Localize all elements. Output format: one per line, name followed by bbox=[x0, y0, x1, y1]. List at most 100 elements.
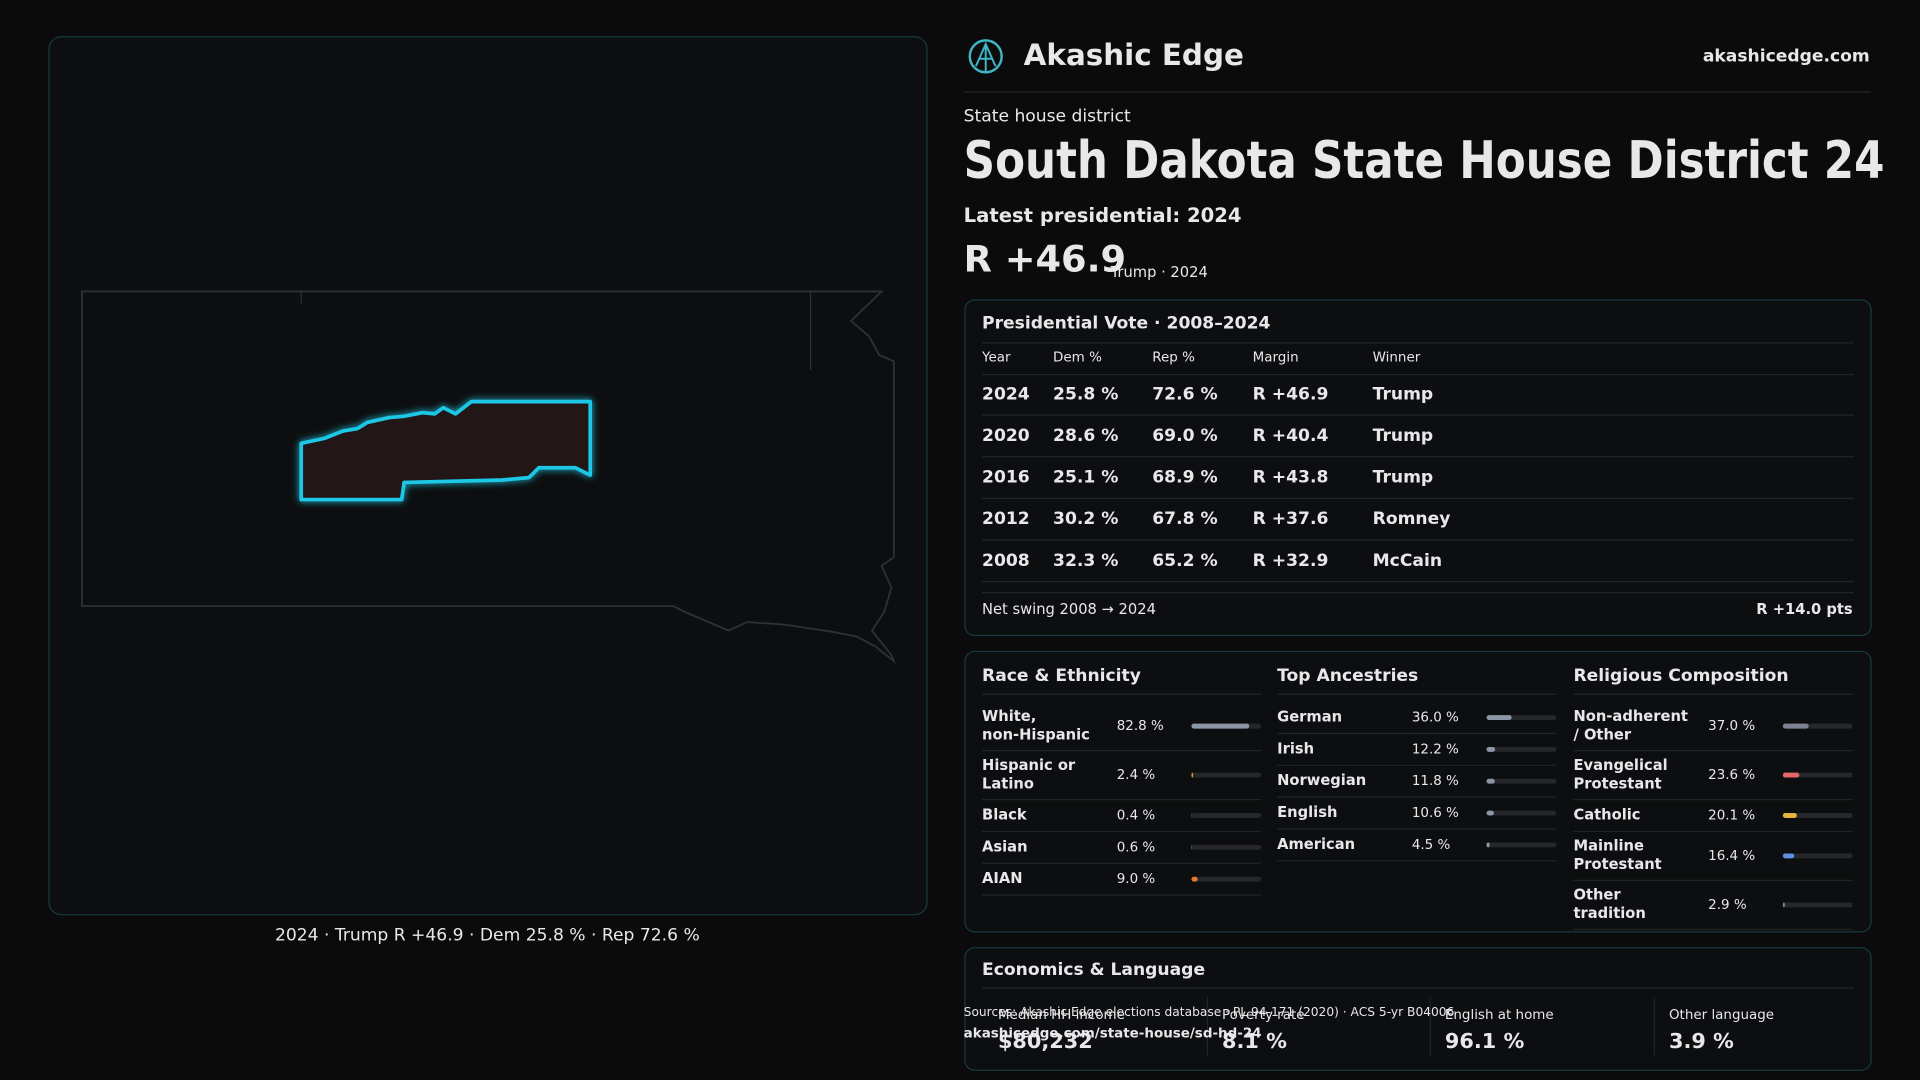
stat-value: 8.1 % bbox=[1222, 1029, 1287, 1053]
bar bbox=[1486, 810, 1494, 816]
bar-track bbox=[1782, 772, 1853, 778]
page-url[interactable]: akashicedge.com/state-house/sd-hd-24 bbox=[964, 1026, 1262, 1041]
vote-card bbox=[964, 299, 1872, 637]
table-cell: 32.3 % bbox=[1053, 551, 1118, 571]
column-header: Margin bbox=[1253, 351, 1299, 366]
bar-track bbox=[1191, 772, 1262, 778]
card-title: Economics & Language bbox=[982, 960, 1205, 980]
bar-track bbox=[1486, 746, 1557, 752]
category-label: Evangelical Protestant bbox=[1573, 757, 1667, 792]
table-cell: 72.6 % bbox=[1152, 384, 1217, 404]
bar bbox=[1782, 772, 1800, 778]
bar bbox=[1486, 746, 1496, 752]
stat-value: 96.1 % bbox=[1445, 1029, 1525, 1053]
net-swing-label: Net swing 2008 → 2024 bbox=[982, 601, 1156, 618]
table-cell: Trump bbox=[1373, 384, 1434, 404]
table-cell: 30.2 % bbox=[1053, 509, 1118, 529]
district-title: South Dakota State House District 24 bbox=[964, 131, 1885, 191]
stat-label: Poverty rate bbox=[1222, 1008, 1304, 1023]
bar bbox=[1191, 723, 1250, 729]
value-label: 0.4 % bbox=[1117, 809, 1156, 824]
bar bbox=[1486, 778, 1495, 784]
value-label: 2.4 % bbox=[1117, 768, 1156, 783]
bar bbox=[1782, 723, 1809, 729]
bar-track bbox=[1486, 842, 1557, 848]
table-cell: 2016 bbox=[982, 468, 1030, 488]
bar-track bbox=[1191, 876, 1262, 882]
section-title: Top Ancestries bbox=[1277, 666, 1418, 686]
table-cell: R +40.4 bbox=[1253, 426, 1329, 446]
stat-value: 3.9 % bbox=[1669, 1029, 1734, 1053]
category-label: Other tradition bbox=[1573, 887, 1645, 922]
table-cell: 2024 bbox=[982, 384, 1030, 404]
table-cell: R +37.6 bbox=[1253, 509, 1329, 529]
latest: Latest presidential: 2024 bbox=[964, 204, 1242, 227]
table-cell: 2008 bbox=[982, 551, 1030, 571]
category-label: Non-adherent / Other bbox=[1573, 708, 1687, 743]
net-swing: R +14.0 pts bbox=[1756, 601, 1853, 618]
bar-track bbox=[1191, 813, 1262, 818]
bar bbox=[1486, 715, 1512, 720]
table-cell: 68.9 % bbox=[1152, 468, 1217, 488]
site-link[interactable]: akashicedge.com bbox=[1703, 46, 1870, 66]
table-cell: Trump bbox=[1373, 426, 1434, 446]
bar-track bbox=[1782, 813, 1853, 818]
table-cell: 25.1 % bbox=[1053, 468, 1118, 488]
value-label: 4.5 % bbox=[1412, 838, 1451, 853]
column-header: Dem % bbox=[1053, 351, 1102, 366]
category-label: American bbox=[1277, 836, 1355, 853]
table-cell: R +43.8 bbox=[1253, 468, 1329, 488]
kicker: State house district bbox=[964, 106, 1131, 126]
table-cell: Romney bbox=[1373, 509, 1451, 529]
value-label: 20.1 % bbox=[1708, 809, 1755, 824]
bar-track bbox=[1782, 853, 1853, 859]
bar bbox=[1191, 876, 1198, 882]
category-label: AIAN bbox=[982, 870, 1023, 887]
category-label: Catholic bbox=[1573, 807, 1640, 824]
brand: Akashic Edge bbox=[1024, 38, 1244, 72]
bar bbox=[1782, 813, 1797, 818]
value-label: 11.8 % bbox=[1412, 774, 1459, 789]
category-label: Mainline Protestant bbox=[1573, 838, 1661, 873]
table-cell: R +32.9 bbox=[1253, 551, 1329, 571]
category-label: Asian bbox=[982, 838, 1028, 855]
margin: R +46.9 bbox=[964, 237, 1126, 280]
stat-label: Other language bbox=[1669, 1008, 1774, 1023]
category-label: Norwegian bbox=[1277, 772, 1366, 789]
demographics-card bbox=[964, 650, 1872, 933]
table-cell: 25.8 % bbox=[1053, 384, 1118, 404]
category-label: White, non-Hispanic bbox=[982, 708, 1090, 743]
table-cell: 65.2 % bbox=[1152, 551, 1217, 571]
bar-track bbox=[1782, 902, 1853, 908]
value-label: 37.0 % bbox=[1708, 719, 1755, 734]
table-cell: 69.0 % bbox=[1152, 426, 1217, 446]
value-label: 12.2 % bbox=[1412, 742, 1459, 757]
column-header: Year bbox=[981, 351, 1011, 366]
bar bbox=[1486, 842, 1490, 848]
table-cell: 2020 bbox=[982, 426, 1030, 446]
district-shape[interactable] bbox=[299, 399, 593, 502]
margin-note: Trump · 2024 bbox=[1110, 264, 1208, 281]
value-label: 0.6 % bbox=[1117, 840, 1156, 855]
table-cell: 28.6 % bbox=[1053, 426, 1118, 446]
value-label: 10.6 % bbox=[1412, 806, 1459, 821]
card-title: Presidential Vote · 2008–2024 bbox=[982, 313, 1270, 333]
stat-label: English at home bbox=[1445, 1008, 1554, 1023]
value-label: 16.4 % bbox=[1708, 849, 1755, 864]
map-caption: 2024 · Trump R +46.9 · Dem 25.8 % · Rep … bbox=[275, 926, 700, 946]
state-outline bbox=[81, 290, 897, 665]
section-title: Religious Composition bbox=[1573, 666, 1788, 686]
value-label: 9.0 % bbox=[1117, 872, 1156, 887]
bar bbox=[1782, 902, 1785, 908]
column-header: Rep % bbox=[1152, 351, 1195, 366]
logo bbox=[968, 39, 1003, 74]
sources: Sources: Akashic Edge elections database… bbox=[964, 1005, 1455, 1019]
category-label: German bbox=[1277, 709, 1342, 726]
bar bbox=[1191, 772, 1194, 778]
section-title: Race & Ethnicity bbox=[982, 666, 1141, 686]
bar-track bbox=[1486, 810, 1557, 816]
value-label: 36.0 % bbox=[1412, 711, 1459, 726]
value-label: 82.8 % bbox=[1117, 719, 1164, 734]
economics-card bbox=[964, 947, 1872, 1071]
bar-track bbox=[1486, 778, 1557, 784]
